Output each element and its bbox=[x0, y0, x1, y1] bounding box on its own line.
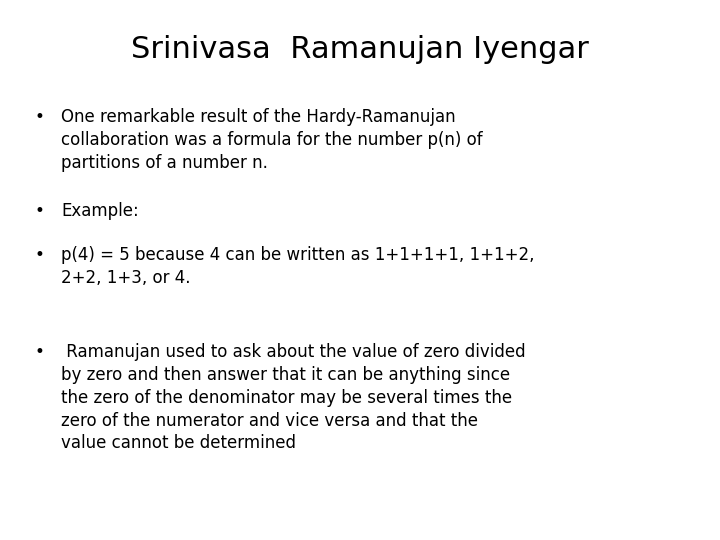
Text: Example:: Example: bbox=[61, 202, 139, 220]
Text: •: • bbox=[35, 343, 45, 361]
Text: One remarkable result of the Hardy-Ramanujan
collaboration was a formula for the: One remarkable result of the Hardy-Raman… bbox=[61, 108, 483, 172]
Text: p(4) = 5 because 4 can be written as 1+1+1+1, 1+1+2,
2+2, 1+3, or 4.: p(4) = 5 because 4 can be written as 1+1… bbox=[61, 246, 535, 287]
Text: •: • bbox=[35, 202, 45, 220]
Text: Srinivasa  Ramanujan Iyengar: Srinivasa Ramanujan Iyengar bbox=[131, 35, 589, 64]
Text: •: • bbox=[35, 246, 45, 264]
Text: •: • bbox=[35, 108, 45, 126]
Text: Ramanujan used to ask about the value of zero divided
by zero and then answer th: Ramanujan used to ask about the value of… bbox=[61, 343, 526, 453]
